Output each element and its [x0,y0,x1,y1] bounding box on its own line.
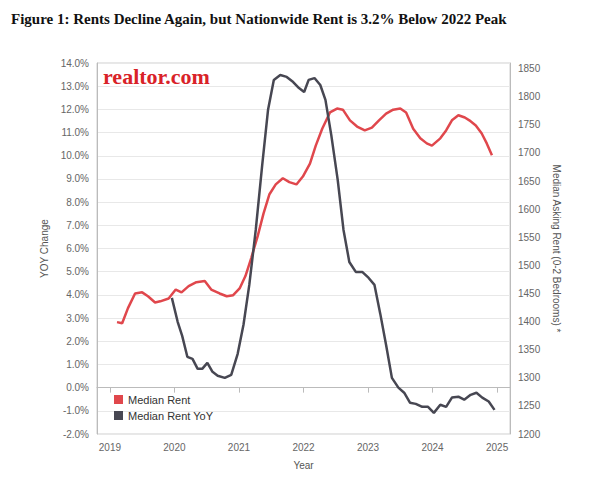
svg-text:0.0%: 0.0% [66,382,89,393]
svg-text:Median Rent: Median Rent [128,394,190,406]
svg-text:12.0%: 12.0% [61,104,89,115]
svg-text:5.0%: 5.0% [66,266,89,277]
svg-text:10.0%: 10.0% [61,150,89,161]
svg-text:2024: 2024 [421,442,444,453]
svg-text:1300: 1300 [518,372,541,383]
svg-text:2023: 2023 [357,442,380,453]
svg-text:1800: 1800 [518,91,541,102]
svg-text:1750: 1750 [518,119,541,130]
svg-text:1550: 1550 [518,232,541,243]
svg-text:1400: 1400 [518,316,541,327]
svg-text:7.0%: 7.0% [66,220,89,231]
svg-text:13.0%: 13.0% [61,81,89,92]
svg-text:realtor.com: realtor.com [103,64,210,89]
svg-text:1650: 1650 [518,176,541,187]
svg-text:1.0%: 1.0% [66,359,89,370]
svg-text:3.0%: 3.0% [66,313,89,324]
svg-text:1200: 1200 [518,429,541,440]
svg-text:Median Asking Rent (0-2 Bedroo: Median Asking Rent (0-2 Bedrooms) * [551,165,562,333]
svg-text:Year: Year [293,460,314,471]
svg-text:Median Rent YoY: Median Rent YoY [128,410,214,422]
svg-text:2022: 2022 [292,442,315,453]
svg-text:2.0%: 2.0% [66,336,89,347]
svg-text:Figure 1: Rents Decline Again,: Figure 1: Rents Decline Again, but Natio… [11,11,507,27]
svg-text:1700: 1700 [518,147,541,158]
svg-text:2021: 2021 [228,442,251,453]
svg-text:1250: 1250 [518,400,541,411]
svg-text:-2.0%: -2.0% [63,429,89,440]
svg-text:11.0%: 11.0% [61,127,89,138]
svg-text:8.0%: 8.0% [66,197,89,208]
svg-text:YOY Change: YOY Change [39,219,50,278]
svg-text:2020: 2020 [163,442,186,453]
svg-text:1350: 1350 [518,344,541,355]
svg-text:-1.0%: -1.0% [63,405,89,416]
svg-text:1500: 1500 [518,260,541,271]
svg-text:1600: 1600 [518,204,541,215]
svg-text:14.0%: 14.0% [61,58,89,69]
svg-text:1450: 1450 [518,288,541,299]
svg-text:2019: 2019 [99,442,122,453]
svg-text:6.0%: 6.0% [66,243,89,254]
svg-text:1850: 1850 [518,63,541,74]
svg-text:2025: 2025 [486,442,509,453]
svg-text:4.0%: 4.0% [66,289,89,300]
svg-text:9.0%: 9.0% [66,173,89,184]
